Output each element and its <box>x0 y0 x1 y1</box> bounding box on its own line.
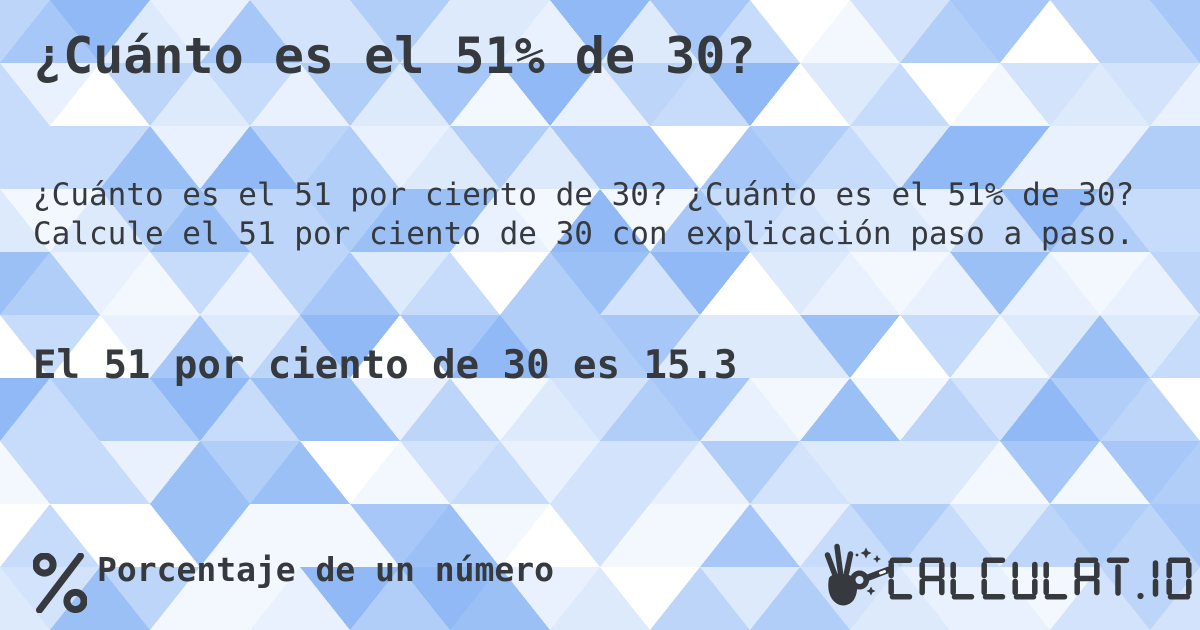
sparkle-star-icon <box>866 586 876 596</box>
sparkle-star-icon <box>873 555 881 563</box>
brand-logo <box>824 542 1194 617</box>
sparkle-star-icon <box>860 547 872 559</box>
magic-wand-hand-icon <box>824 543 892 606</box>
category-label: Porcentaje de un número <box>97 550 554 589</box>
calculatio-wordmark <box>888 557 1192 600</box>
page-title: ¿Cuánto es el 51% de 30? <box>33 27 756 85</box>
percent-icon <box>33 553 87 613</box>
result-text: El 51 por ciento de 30 es 15.3 <box>33 343 738 388</box>
description-text: ¿Cuánto es el 51 por ciento de 30? ¿Cuán… <box>33 177 1135 252</box>
